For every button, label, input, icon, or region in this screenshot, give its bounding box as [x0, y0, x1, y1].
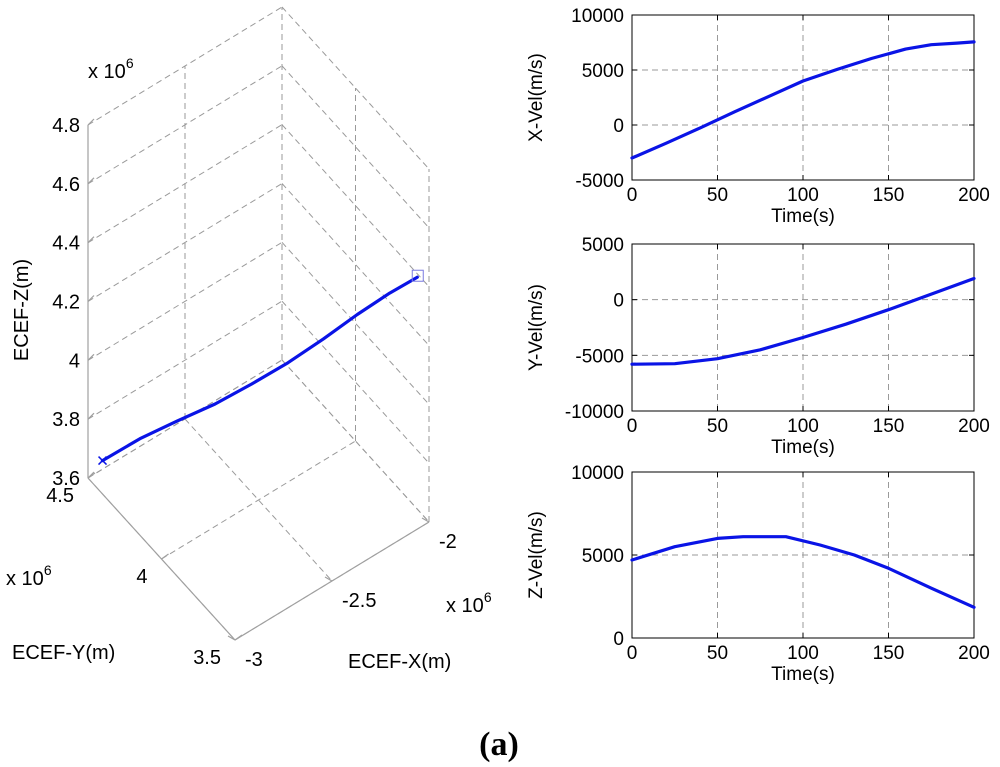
caption-letter: a [491, 726, 508, 763]
y-tick-label: -5000 [575, 171, 624, 192]
x-tick-label: 200 [958, 643, 990, 664]
y-tick-label: 5000 [582, 61, 624, 82]
x-multiplier: x 106 [446, 589, 492, 617]
y-tick-label: 0 [613, 291, 624, 312]
x-tick-label: 0 [627, 416, 638, 437]
grid-line-floor-x [281, 359, 430, 523]
x-tick-label: 150 [873, 185, 905, 206]
z-tick-label: 4 [69, 350, 80, 372]
series-line-x-vel [630, 40, 976, 160]
z-tick-label: 4.8 [52, 115, 80, 137]
grid-line-back-wall-z [87, 183, 283, 302]
x-velocity-plot: 0 50 100 150 200-50000500010000Time(s)X-Vel(… [526, 6, 990, 227]
y-tick-label: -5000 [575, 346, 624, 367]
y-tick-label: 4.5 [46, 485, 74, 507]
y-tick-label: 5000 [582, 546, 624, 567]
z-tick-label: 4.6 [52, 174, 80, 196]
x-multiplier-base: x 10 [446, 595, 484, 617]
x-tick-label: 0 [627, 185, 638, 206]
z-velocity-plot: 0 50 100 150 200 0 5000 10000 Time(s) Z-Vel(m/s) [526, 463, 990, 685]
y-tick [87, 472, 96, 479]
x-tick-label: -2 [439, 531, 457, 553]
y-velocity-plot: 0 50 100 150 200 -10000 -5000 0 5000 Time(s) Y-Vel… [526, 235, 990, 458]
y-multiplier-exponent: 6 [44, 562, 52, 578]
grid-line-floor-y [161, 440, 356, 560]
x-tick-label: -3 [245, 649, 263, 671]
grid-line-side-wall-z [281, 6, 430, 170]
series-line-z-vel [630, 535, 976, 609]
y-tick [234, 634, 243, 641]
x-tick [324, 576, 333, 582]
x-tick-label: 200 [958, 185, 990, 206]
grid-line-side-wall-z [281, 241, 430, 405]
y-axis-label: Z-Vel(m/s) [526, 511, 547, 599]
x-tick-label: 0 [627, 643, 638, 664]
grid-line-back-wall-z [87, 241, 283, 361]
grid-line-side-wall-z [281, 183, 430, 346]
y-axis-label: ECEF-Y(m) [12, 642, 115, 664]
z-tick [87, 118, 95, 126]
x-tick [227, 635, 236, 641]
y-tick [161, 553, 169, 560]
figure-caption: (a) [479, 726, 519, 763]
x-tick [421, 517, 430, 523]
y-axis-label: Y-Vel(m/s) [526, 284, 547, 371]
trajectory-3d-plot: 3.6 3.8 4 4.2 4.4 4.6 4.8 3.5 4 4.5 -3 -2.5 -2 ECEF-Z… [6, 6, 492, 673]
z-tick-label: 3.8 [52, 409, 80, 431]
series-line-y-vel [630, 276, 976, 366]
grid-line-side-wall-z [281, 124, 430, 288]
x-tick-label: 100 [787, 416, 819, 437]
grid-line-floor-x [184, 418, 333, 582]
y-tick-label: 3.5 [193, 647, 221, 669]
caption-open: ( [479, 726, 490, 763]
z-tick-label: 3.6 [52, 468, 80, 490]
z-tick [87, 177, 95, 185]
y-axis-label: X-Vel(m/s) [526, 53, 547, 142]
z-tick [87, 236, 95, 244]
grid-line-back-wall-z [87, 300, 283, 420]
x-tick-label: 50 [707, 416, 728, 437]
z-tick-label: 4.2 [52, 292, 80, 314]
grid-line-side-wall-z [281, 300, 430, 464]
z-multiplier: x 106 [88, 55, 134, 83]
trajectory-line [100, 275, 419, 463]
x-axis-label: Time(s) [771, 437, 835, 458]
z-multiplier-exponent: 6 [126, 55, 134, 71]
z-tick [87, 295, 95, 302]
z-multiplier-base: x 10 [88, 61, 126, 83]
y-tick-label: 4 [136, 566, 147, 588]
y-multiplier-base: x 10 [6, 568, 44, 590]
x-tick-label: 50 [707, 643, 728, 664]
start-marker [97, 456, 108, 466]
x-tick-label: 100 [787, 185, 819, 206]
z-tick [87, 412, 95, 420]
z-tick-label: 4.4 [52, 233, 80, 255]
x-axis-label: Time(s) [771, 206, 835, 227]
z-tick [87, 353, 95, 361]
y-tick-label: 0 [613, 629, 624, 650]
grid-line-side-wall-z [281, 65, 430, 229]
x-axis-label: Time(s) [771, 664, 835, 685]
end-marker [411, 269, 424, 282]
x-axis-label: ECEF-X(m) [348, 651, 451, 673]
z-axis-label: ECEF-Z(m) [11, 259, 33, 361]
y-tick-label: -10000 [565, 402, 624, 423]
y-multiplier: x 106 [6, 562, 52, 590]
y-tick-label: 10000 [571, 463, 624, 484]
x-tick-label: 150 [873, 416, 905, 437]
x-tick-label: 150 [873, 643, 905, 664]
y-tick-label: 10000 [571, 6, 624, 27]
x-tick-label: -2.5 [342, 590, 376, 612]
x-tick-label: 100 [787, 643, 819, 664]
x-tick-label: 200 [958, 416, 990, 437]
y-tick-label: 0 [613, 116, 624, 137]
y-tick-label: 5000 [582, 235, 624, 256]
caption-close: ) [508, 726, 519, 763]
x-tick-label: 50 [707, 185, 728, 206]
x-multiplier-exponent: 6 [484, 589, 492, 605]
